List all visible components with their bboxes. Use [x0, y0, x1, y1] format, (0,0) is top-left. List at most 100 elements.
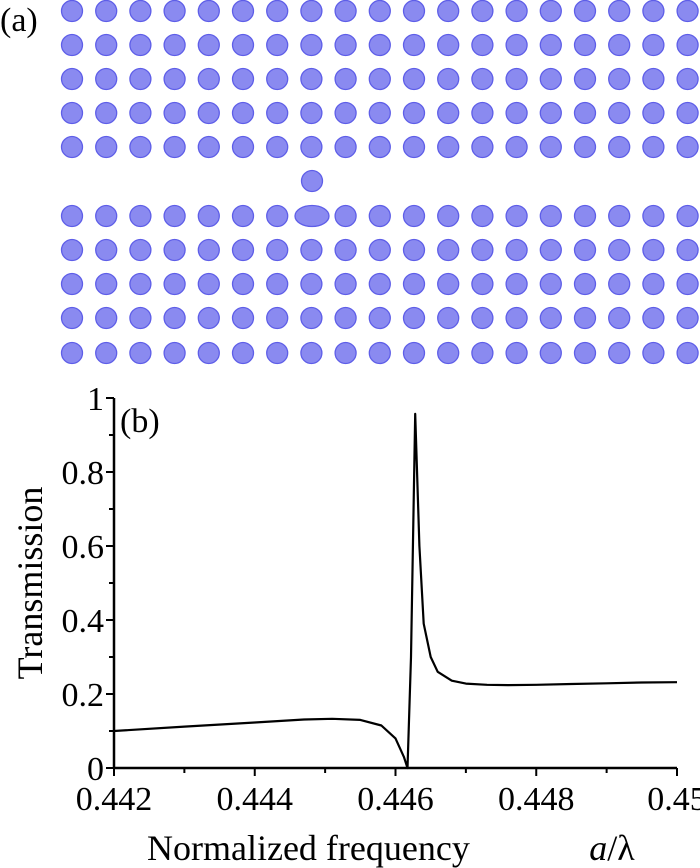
dielectric-rod: [129, 306, 152, 330]
cavity-defects: [294, 169, 330, 228]
dielectric-rod: [437, 238, 460, 262]
dielectric-rod: [368, 33, 391, 57]
dielectric-rod: [163, 341, 186, 365]
dielectric-rod: [60, 67, 84, 91]
dielectric-rod: [676, 101, 699, 125]
dielectric-rod: [60, 0, 84, 23]
dielectric-rod: [402, 135, 426, 159]
dielectric-rod: [163, 272, 186, 296]
dielectric-rod: [231, 341, 255, 365]
dielectric-rod: [539, 204, 562, 228]
dielectric-rod: [129, 67, 152, 91]
dielectric-rod: [60, 272, 84, 296]
dielectric-rod: [642, 204, 665, 228]
panel-b-transmission-chart: 00.20.40.60.81 0.442 0.444 0.446 0.448 0.45 …: [10, 381, 700, 868]
dielectric-rod: [676, 306, 699, 330]
dielectric-rod: [60, 135, 84, 159]
dielectric-rod: [197, 238, 220, 262]
dielectric-rod: [676, 272, 699, 296]
dielectric-rod: [334, 135, 357, 159]
dielectric-rod: [95, 306, 118, 330]
dielectric-rod: [163, 135, 186, 159]
dielectric-rod: [437, 341, 460, 365]
x-axis-unit: a/λ: [589, 828, 635, 868]
dielectric-rod: [573, 272, 597, 296]
dielectric-rod: [402, 0, 426, 23]
transmission-curve: [113, 412, 678, 770]
dielectric-rod: [676, 135, 699, 159]
dielectric-rod: [539, 33, 562, 57]
dielectric-rod: [129, 0, 152, 23]
dielectric-rod: [608, 101, 631, 125]
dielectric-rod: [368, 341, 391, 365]
dielectric-rod: [300, 306, 323, 330]
dielectric-rod: [300, 0, 323, 23]
dielectric-rod: [676, 238, 699, 262]
dielectric-rod: [95, 101, 118, 125]
dielectric-rod: [197, 101, 220, 125]
dielectric-rod: [231, 135, 255, 159]
dielectric-rod: [231, 272, 255, 296]
dielectric-rod: [368, 0, 391, 23]
dielectric-rod: [197, 204, 220, 228]
dielectric-rod: [95, 0, 118, 23]
dielectric-rod: [539, 0, 562, 23]
dielectric-rod: [266, 135, 289, 159]
y-tick-label: 0.8: [62, 455, 105, 492]
dielectric-rod: [402, 101, 426, 125]
dielectric-rod: [231, 0, 255, 23]
dielectric-rod: [334, 204, 357, 228]
dielectric-rod: [300, 135, 323, 159]
dielectric-rod: [676, 33, 699, 57]
dielectric-rod: [608, 135, 631, 159]
dielectric-rod: [129, 341, 152, 365]
dielectric-rod: [231, 67, 255, 91]
dielectric-rod: [300, 33, 323, 57]
x-axis-ticks: 0.442 0.444 0.446 0.448 0.45: [76, 768, 700, 818]
dielectric-rod: [368, 272, 391, 296]
dielectric-rod: [471, 238, 494, 262]
dielectric-rod: [608, 204, 631, 228]
dielectric-rod: [676, 204, 699, 228]
dielectric-rod: [608, 272, 631, 296]
dielectric-rod: [642, 0, 665, 23]
dielectric-rod: [129, 135, 152, 159]
dielectric-rod: [642, 272, 665, 296]
dielectric-rod: [95, 33, 118, 57]
dielectric-rod: [539, 135, 562, 159]
dielectric-rod: [676, 67, 699, 91]
dielectric-rod: [505, 135, 528, 159]
dielectric-rod: [334, 33, 357, 57]
dielectric-rod: [573, 341, 597, 365]
dielectric-rod: [573, 101, 597, 125]
dielectric-rod: [471, 67, 494, 91]
dielectric-rod: [573, 204, 597, 228]
dielectric-rod: [60, 101, 84, 125]
dielectric-rod: [539, 238, 562, 262]
dielectric-rod: [368, 101, 391, 125]
dielectric-rod: [95, 272, 118, 296]
dielectric-rod: [163, 101, 186, 125]
y-axis-label: Transmission: [10, 487, 50, 680]
panel-a-photonic-crystal: (a): [0, 0, 699, 365]
dielectric-rod: [573, 306, 597, 330]
x-tick-label: 0.442: [76, 781, 153, 818]
dielectric-rod: [334, 238, 357, 262]
dielectric-rod: [266, 101, 289, 125]
dielectric-rod: [231, 306, 255, 330]
dielectric-rod: [95, 204, 118, 228]
dielectric-rod: [266, 238, 289, 262]
dielectric-rod: [437, 135, 460, 159]
dielectric-rod: [368, 306, 391, 330]
dielectric-rod: [368, 238, 391, 262]
dielectric-rod: [642, 306, 665, 330]
dielectric-rod: [163, 306, 186, 330]
dielectric-rod: [197, 341, 220, 365]
dielectric-rod: [642, 238, 665, 262]
dielectric-rod: [642, 67, 665, 91]
dielectric-rod: [573, 238, 597, 262]
dielectric-rod: [266, 0, 289, 23]
dielectric-rod: [642, 33, 665, 57]
dielectric-rod: [608, 67, 631, 91]
